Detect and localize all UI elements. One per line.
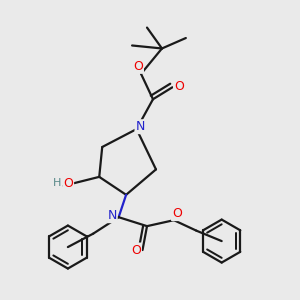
Text: O: O bbox=[63, 177, 73, 190]
Text: N: N bbox=[136, 120, 145, 133]
Text: O: O bbox=[133, 60, 143, 73]
Text: H: H bbox=[52, 178, 61, 188]
Text: O: O bbox=[174, 80, 184, 93]
Text: O: O bbox=[131, 244, 141, 256]
Text: N: N bbox=[107, 209, 117, 222]
Text: O: O bbox=[172, 207, 182, 220]
